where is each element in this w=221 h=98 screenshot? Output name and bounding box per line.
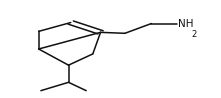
Text: 2: 2 xyxy=(191,30,196,39)
Text: NH: NH xyxy=(178,19,193,29)
